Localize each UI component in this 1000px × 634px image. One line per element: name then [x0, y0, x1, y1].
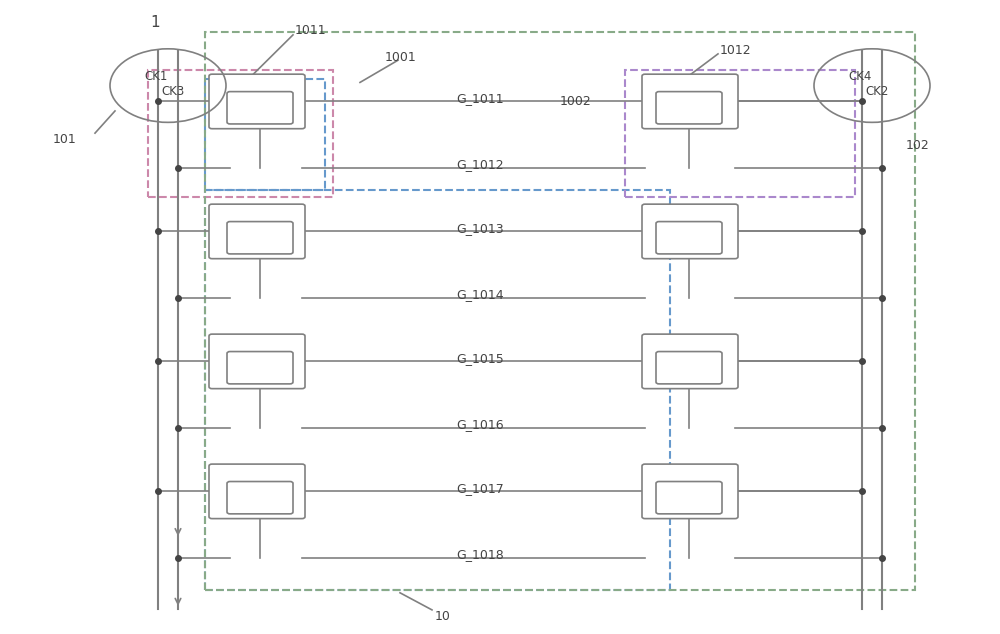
Text: G_1016: G_1016 — [456, 418, 504, 431]
FancyBboxPatch shape — [209, 74, 305, 129]
Text: G_1013: G_1013 — [456, 222, 504, 235]
Text: 101: 101 — [53, 133, 77, 146]
Text: CK1: CK1 — [144, 70, 168, 83]
FancyBboxPatch shape — [227, 92, 293, 124]
FancyBboxPatch shape — [209, 204, 305, 259]
FancyBboxPatch shape — [642, 464, 738, 519]
Text: CK4: CK4 — [848, 70, 872, 83]
Text: CK2: CK2 — [865, 86, 889, 98]
FancyBboxPatch shape — [227, 222, 293, 254]
FancyBboxPatch shape — [227, 482, 293, 514]
FancyBboxPatch shape — [656, 482, 722, 514]
Text: G_1015: G_1015 — [456, 352, 504, 365]
Text: 10: 10 — [435, 610, 451, 623]
FancyBboxPatch shape — [656, 222, 722, 254]
Text: G_1018: G_1018 — [456, 548, 504, 561]
FancyBboxPatch shape — [227, 351, 293, 384]
FancyBboxPatch shape — [656, 351, 722, 384]
Text: 1002: 1002 — [560, 95, 592, 108]
Text: 1012: 1012 — [720, 44, 752, 57]
Text: G_1011: G_1011 — [456, 92, 504, 105]
FancyBboxPatch shape — [209, 334, 305, 389]
Text: CK3: CK3 — [161, 86, 185, 98]
Text: G_1017: G_1017 — [456, 482, 504, 495]
Text: G_1012: G_1012 — [456, 158, 504, 171]
FancyBboxPatch shape — [642, 204, 738, 259]
FancyBboxPatch shape — [642, 334, 738, 389]
FancyBboxPatch shape — [209, 464, 305, 519]
Text: 1001: 1001 — [385, 51, 417, 63]
Text: 1: 1 — [150, 15, 160, 30]
Text: 102: 102 — [906, 139, 930, 152]
Text: G_1014: G_1014 — [456, 288, 504, 301]
FancyBboxPatch shape — [642, 74, 738, 129]
Text: 1011: 1011 — [295, 24, 327, 37]
FancyBboxPatch shape — [656, 92, 722, 124]
